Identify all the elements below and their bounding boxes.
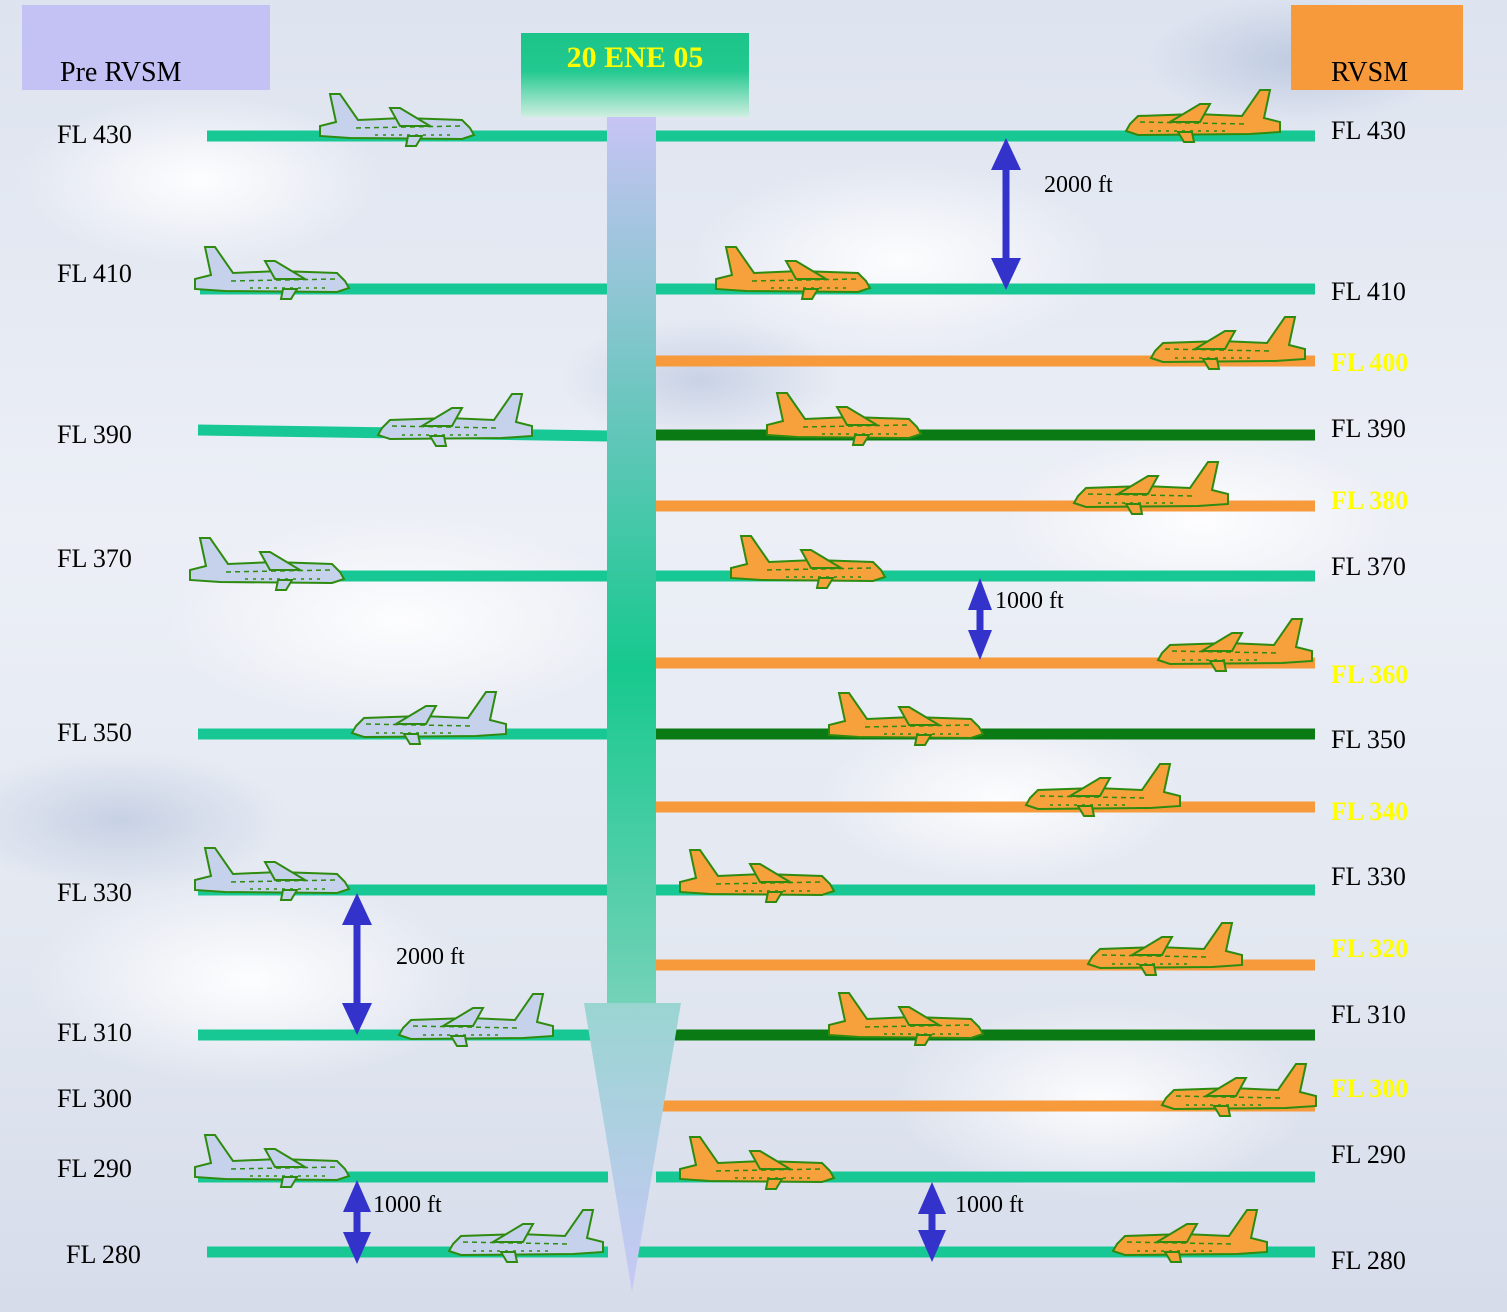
left-level-label: FL 370 (57, 544, 132, 573)
left-level-label: FL 310 (57, 1018, 132, 1047)
plane-icon (828, 992, 984, 1046)
left-level-label: FL 330 (57, 878, 132, 907)
right-level-label: FL 330 (1331, 862, 1406, 891)
rvsm-header: RVSM (1291, 5, 1463, 90)
transition-arrow-shaft (607, 117, 656, 1003)
date-banner: 20 ENE 05 (521, 33, 749, 117)
plane-icon (1157, 618, 1313, 672)
plane-icon (1161, 1063, 1317, 1117)
left-level-label: FL 280 (66, 1240, 141, 1269)
pre-rvsm-aircraft (189, 93, 604, 1263)
plane-icon (679, 1136, 835, 1190)
plane-icon (194, 246, 350, 300)
left-level-lines (197, 130, 609, 1258)
transition-arrow-head (584, 1003, 681, 1292)
left-level-label: FL 390 (57, 420, 132, 449)
new-level-label: FL 340 (1331, 797, 1409, 826)
separation-label: 1000 ft (995, 588, 1064, 614)
date-text: 20 ENE 05 (566, 41, 704, 74)
left-level-label: FL 410 (57, 259, 132, 288)
double-arrow-icon (343, 1180, 371, 1264)
separation-arrows (342, 138, 1021, 1264)
right-level-label: FL 370 (1331, 552, 1406, 581)
new-level-label: FL 400 (1331, 348, 1409, 377)
plane-icon (1087, 922, 1243, 976)
separation-label: 1000 ft (373, 1192, 442, 1218)
new-level-label: FL 300 (1331, 1074, 1409, 1103)
plane-icon (730, 535, 886, 589)
left-level-label: FL 290 (57, 1154, 132, 1183)
right-level-label: FL 290 (1331, 1140, 1406, 1169)
right-level-lines (636, 130, 1315, 1258)
plane-icon (377, 393, 533, 447)
double-arrow-icon (968, 578, 992, 660)
separation-label: 2000 ft (1044, 172, 1113, 198)
plane-icon (319, 93, 475, 147)
plane-icon (715, 246, 871, 300)
rvsm-title: RVSM (1331, 57, 1409, 88)
right-level-label: FL 390 (1331, 414, 1406, 443)
double-arrow-icon (342, 893, 372, 1035)
new-level-label: FL 360 (1331, 660, 1409, 689)
pre-rvsm-header: Pre RVSM (22, 5, 270, 90)
pre-rvsm-title: Pre RVSM (60, 57, 182, 88)
double-arrow-icon (991, 138, 1021, 290)
left-level-label: FL 350 (57, 718, 132, 747)
plane-icon (1073, 461, 1229, 515)
left-level-label: FL 430 (57, 120, 132, 149)
plane-icon (194, 1134, 350, 1188)
plane-icon (1112, 1209, 1268, 1263)
plane-icon (189, 537, 345, 591)
transition-arrow (584, 117, 681, 1292)
right-level-label: FL 410 (1331, 277, 1406, 306)
plane-icon (1025, 763, 1181, 817)
plane-icon (1125, 89, 1281, 143)
new-level-label: FL 320 (1331, 934, 1409, 963)
right-level-label: FL 280 (1331, 1246, 1406, 1275)
double-arrow-icon (918, 1182, 946, 1262)
plane-icon (448, 1209, 604, 1263)
plane-icon (766, 392, 922, 446)
plane-icon (398, 993, 554, 1047)
plane-icon (194, 847, 350, 901)
separation-label: 2000 ft (396, 944, 465, 970)
new-level-label: FL 380 (1331, 486, 1409, 515)
plane-icon (1150, 316, 1306, 370)
plane-icon (828, 692, 984, 746)
right-level-label: FL 430 (1331, 116, 1406, 145)
right-level-label: FL 310 (1331, 1000, 1406, 1029)
left-level-label: FL 300 (57, 1084, 132, 1113)
plane-icon (351, 691, 507, 745)
plane-icon (679, 849, 835, 903)
right-level-label: FL 350 (1331, 725, 1406, 754)
separation-label: 1000 ft (955, 1192, 1024, 1218)
